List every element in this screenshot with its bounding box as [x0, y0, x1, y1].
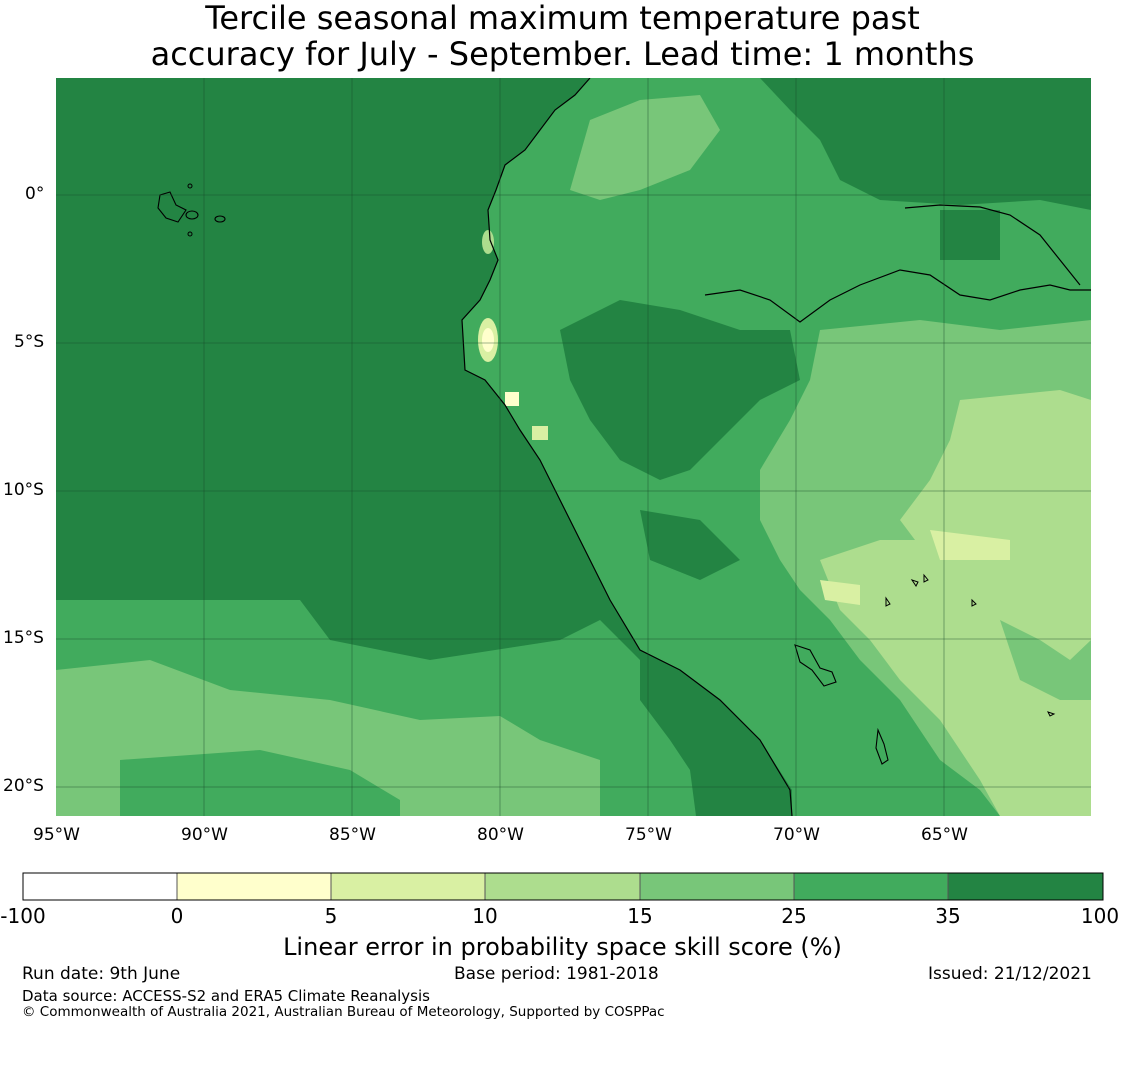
colorbar-tick: -100 — [0, 904, 46, 928]
hotspot-coastal-1 — [505, 392, 519, 406]
lat-label-10s: 10°S — [3, 480, 44, 500]
colorbar-tick: 35 — [935, 904, 961, 928]
colorbar-bin-1 — [23, 873, 177, 900]
land-light-north — [570, 95, 720, 200]
colorbar-tick: 10 — [472, 904, 498, 928]
lat-label-5s: 5°S — [14, 332, 45, 352]
river-line-north — [904, 204, 1081, 286]
colorbar-bin-6 — [794, 873, 948, 900]
colorbar — [22, 872, 1104, 901]
colorbar-tick: 25 — [781, 904, 807, 928]
land-very-pale-patch — [930, 530, 1010, 560]
colorbar-tick: 100 — [1080, 904, 1120, 928]
land-dark-central — [560, 300, 800, 480]
lon-label-70w: 70°W — [773, 825, 820, 845]
island-small-1 — [185, 210, 199, 220]
coastline — [461, 78, 793, 816]
base-period: Base period: 1981-2018 — [454, 964, 659, 984]
lat-label-20s: 20°S — [3, 776, 44, 796]
colorbar-bin-5 — [640, 873, 794, 900]
land-lighter-east — [900, 390, 1091, 660]
lon-label-75w: 75°W — [625, 825, 672, 845]
lon-label-85w: 85°W — [329, 825, 376, 845]
lake-titicaca — [794, 644, 837, 687]
small-lakes — [885, 573, 1056, 717]
lat-label-15s: 15°S — [3, 628, 44, 648]
title-line-1: Tercile seasonal maximum temperature pas… — [205, 0, 920, 37]
title-line-2: accuracy for July - September. Lead time… — [150, 35, 975, 73]
lat-label-0: 0° — [25, 184, 45, 204]
galapagos-island — [157, 191, 187, 223]
island-small-2 — [214, 215, 226, 223]
island-small-3 — [187, 183, 193, 189]
gridlines — [56, 78, 1091, 816]
lon-label-80w: 80°W — [477, 825, 524, 845]
colorbar-tick: 5 — [324, 904, 338, 928]
copyright: © Commonwealth of Australia 2021, Austra… — [22, 1004, 665, 1020]
colorbar-bin-7 — [948, 873, 1103, 900]
colorbar-tick: 0 — [170, 904, 184, 928]
land-dark-coastal — [640, 650, 792, 816]
land-pale-south-east — [820, 540, 1091, 816]
colorbar-title: Linear error in probability space skill … — [283, 933, 842, 961]
data-source: Data source: ACCESS-S2 and ERA5 Climate … — [22, 987, 430, 1005]
issued-date: Issued: 21/12/2021 — [928, 964, 1092, 984]
island-small-4 — [187, 231, 193, 237]
lon-label-65w: 65°W — [921, 825, 968, 845]
lon-label-95w: 95°W — [33, 825, 80, 845]
hotspot-pale-core — [482, 328, 494, 352]
lake-poopo — [875, 727, 889, 765]
river-line — [704, 269, 1091, 323]
land-north-dark — [760, 78, 1091, 210]
land-dark-patch — [940, 210, 1000, 260]
land-dark-south-patch — [640, 510, 740, 580]
colorbar-bin-3 — [331, 873, 485, 900]
colorbar-tick: 15 — [627, 904, 653, 928]
hotspot-coastal-2 — [532, 426, 548, 440]
hotspot-small — [482, 230, 494, 254]
ocean-patch — [120, 750, 400, 816]
land-very-pale-patch-2 — [820, 580, 860, 605]
colorbar-bin-2 — [177, 873, 331, 900]
run-date: Run date: 9th June — [22, 964, 181, 984]
colorbar-bin-4 — [485, 873, 640, 900]
lon-label-90w: 90°W — [181, 825, 228, 845]
